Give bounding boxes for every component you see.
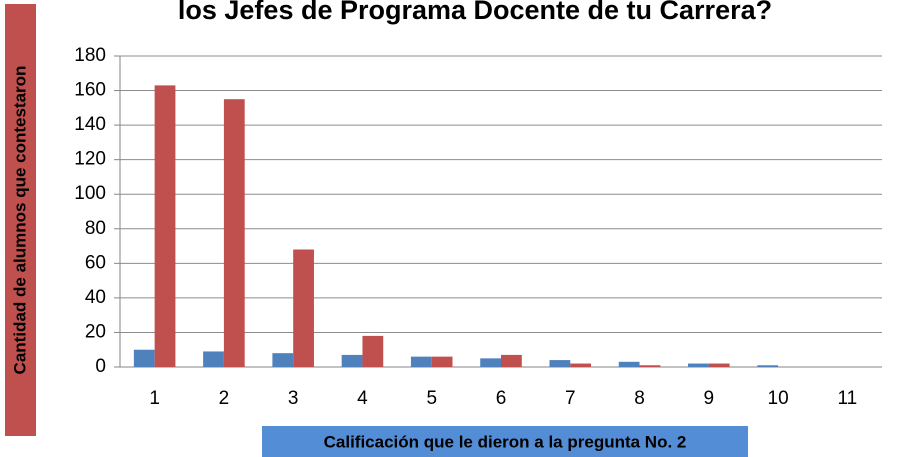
bar: [708, 363, 730, 367]
y-tick-label: 60: [85, 252, 106, 273]
chart-title: los Jefes de Programa Docente de tu Carr…: [178, 0, 772, 25]
x-tick-label: 11: [837, 388, 857, 409]
y-tick-label: 160: [74, 80, 106, 101]
x-tick-label: 7: [565, 388, 576, 409]
y-tick-label: 80: [85, 218, 106, 239]
x-tick-label: 2: [219, 388, 230, 409]
y-tick-label: 0: [95, 356, 106, 377]
bar: [362, 335, 384, 367]
bar: [757, 365, 779, 367]
x-tick-label: 1: [149, 388, 160, 409]
x-label-box: [262, 426, 748, 457]
bar: [272, 353, 294, 367]
bar: [133, 349, 155, 367]
bar: [688, 363, 709, 367]
x-tick-label: 4: [357, 388, 368, 409]
y-tick-label: 40: [85, 287, 106, 308]
x-tick-label: 3: [288, 388, 299, 409]
x-tick-label: 6: [496, 388, 507, 409]
bar: [203, 351, 224, 367]
y-tick-label: 100: [74, 183, 106, 204]
bar: [410, 356, 432, 367]
x-tick-label: 10: [768, 388, 789, 409]
y-label-box: [5, 4, 36, 436]
bar: [154, 85, 176, 367]
bar: [549, 360, 571, 367]
x-tick-label: 5: [426, 388, 437, 409]
bar: [501, 354, 522, 367]
y-tick-label: 20: [85, 321, 106, 342]
bar: [639, 365, 661, 367]
y-tick-label: 140: [74, 114, 106, 135]
bar: [293, 249, 314, 367]
bar: [480, 358, 501, 367]
bar: [618, 361, 640, 367]
x-axis-label: Calificación que le dieron a la pregunta…: [324, 432, 687, 451]
bar: [223, 99, 245, 367]
bar: [341, 354, 363, 367]
y-axis-label: Cantidad de alumnos que contestaron: [10, 66, 29, 375]
y-tick-label: 180: [74, 45, 106, 66]
x-tick-label: 8: [634, 388, 645, 409]
y-tick-label: 120: [74, 149, 106, 170]
x-tick-label: 9: [704, 388, 715, 409]
bar: [431, 356, 453, 367]
bar: [570, 363, 592, 367]
